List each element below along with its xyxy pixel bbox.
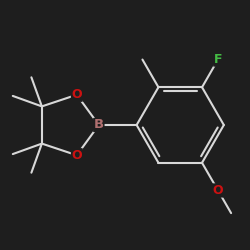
- Text: F: F: [214, 53, 222, 66]
- Text: O: O: [213, 184, 223, 197]
- Text: O: O: [72, 88, 82, 101]
- Text: O: O: [72, 149, 82, 162]
- Text: B: B: [94, 118, 104, 132]
